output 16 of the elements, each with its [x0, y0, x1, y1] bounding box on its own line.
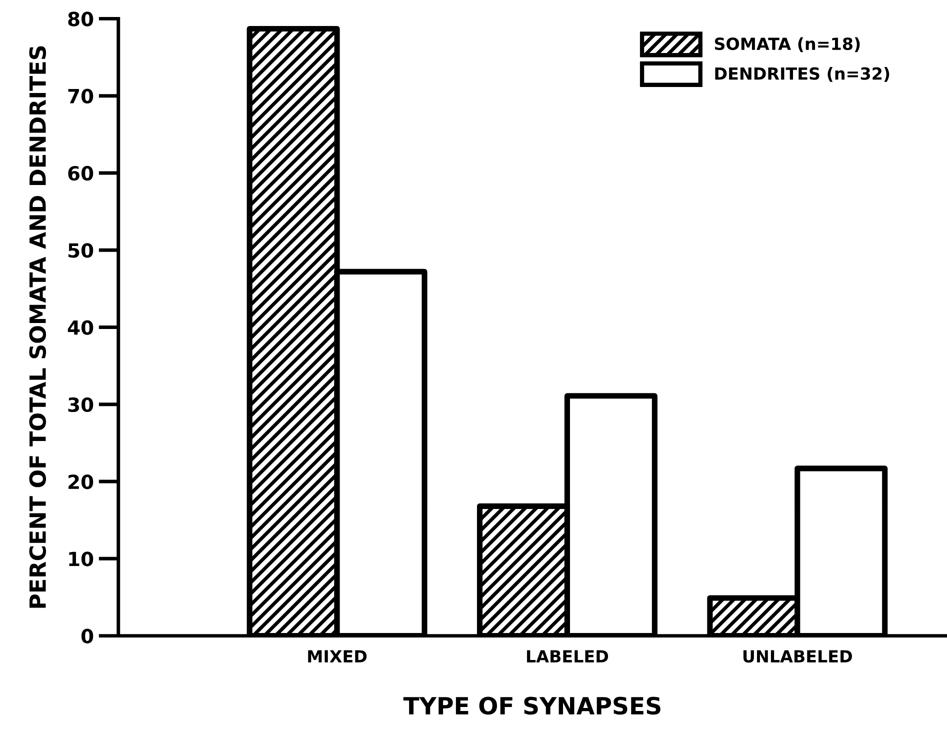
y-tick-label: 80	[68, 12, 94, 26]
y-tick-label: 0	[81, 628, 94, 644]
legend-label: DENDRITES (n=32)	[715, 66, 890, 82]
y-tick-label: 70	[68, 88, 94, 104]
x-tick-label: LABELED	[527, 650, 608, 662]
x-tick-label: UNLABELED	[743, 650, 852, 663]
y-tick-label: 30	[68, 397, 94, 412]
x-tick-label: MIXED	[308, 650, 367, 662]
y-axis-title: PERCENT OF TOTAL SOMATA AND DENDRITES	[29, 46, 46, 608]
y-tick-label: 20	[68, 474, 94, 490]
x-axis-title: TYPE OF SYNAPSES	[403, 696, 660, 715]
y-tick-label: 50	[68, 243, 94, 258]
y-tick-label: 60	[68, 166, 94, 181]
y-tick-label: 40	[68, 320, 94, 335]
legend-label: SOMATA (n=18)	[714, 37, 860, 52]
y-tick-label: 10	[69, 552, 94, 566]
